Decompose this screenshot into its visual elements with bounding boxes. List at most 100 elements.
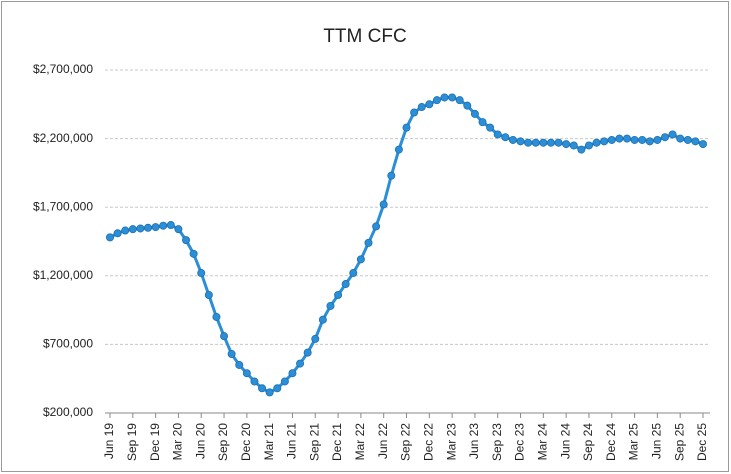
y-tick-label: $200,000 (43, 405, 93, 419)
data-point (524, 138, 533, 147)
x-tick-label: Jun 20 (193, 423, 207, 459)
data-point (699, 140, 708, 149)
y-tick-label: $700,000 (43, 337, 93, 351)
y-tick-label: $1,200,000 (33, 268, 93, 282)
data-point (402, 123, 411, 132)
x-tick-label: Dec 25 (695, 423, 709, 461)
data-point (250, 377, 259, 386)
data-point (584, 141, 593, 150)
data-point (280, 377, 289, 386)
x-tick-label: Jun 25 (650, 423, 664, 459)
data-point (622, 134, 631, 143)
data-point (113, 229, 122, 238)
data-point (311, 334, 320, 343)
x-tick-label: Jun 24 (558, 423, 572, 459)
data-point (463, 101, 472, 110)
data-point (227, 350, 236, 359)
data-point (394, 145, 403, 154)
data-point (197, 269, 206, 278)
data-point (683, 135, 692, 144)
data-point (151, 223, 160, 232)
data-point (691, 137, 700, 146)
data-point (440, 93, 449, 102)
data-point (189, 249, 198, 258)
x-tick-label: Dec 23 (513, 423, 527, 461)
data-point (242, 369, 251, 378)
data-point (676, 134, 685, 143)
data-point (349, 269, 358, 278)
x-tick-label: Jun 22 (376, 423, 390, 459)
data-point (554, 138, 563, 147)
data-point (128, 225, 137, 234)
data-point (265, 388, 274, 397)
data-point (501, 133, 510, 142)
data-point (448, 93, 457, 102)
x-tick-label: Sep 25 (672, 423, 686, 461)
x-tick-label: Mar 24 (536, 423, 550, 461)
data-point (334, 291, 343, 300)
data-point (660, 133, 669, 142)
data-point (258, 384, 267, 393)
x-tick-label: Dec 19 (148, 423, 162, 461)
data-point (166, 221, 175, 230)
data-point (174, 225, 183, 234)
chart-title: TTM CFC (323, 26, 406, 47)
data-point (562, 140, 571, 149)
y-tick-label: $2,700,000 (33, 62, 93, 76)
data-point (387, 171, 396, 180)
data-point (204, 291, 213, 300)
data-point (516, 137, 525, 146)
data-point (577, 145, 586, 154)
data-point (326, 301, 335, 310)
data-point (273, 384, 282, 393)
data-point (296, 359, 305, 368)
data-point (144, 223, 153, 232)
x-tick-label: Dec 20 (239, 423, 253, 461)
x-tick-label: Sep 24 (581, 423, 595, 461)
x-tick-label: Jun 19 (102, 423, 116, 459)
x-tick-label: Sep 23 (490, 423, 504, 461)
data-point (600, 137, 609, 146)
data-point (486, 123, 495, 132)
data-point (607, 135, 616, 144)
data-point (668, 130, 677, 139)
data-point (615, 134, 624, 143)
x-tick-label: Dec 21 (330, 423, 344, 461)
data-point (303, 348, 312, 357)
data-point (235, 360, 244, 369)
y-tick-label: $1,700,000 (33, 199, 93, 213)
data-point (106, 233, 115, 242)
data-point (379, 200, 388, 209)
x-tick-label: Sep 21 (307, 423, 321, 461)
data-point (288, 369, 297, 378)
data-point (212, 312, 221, 321)
data-point (638, 135, 647, 144)
data-point (159, 221, 168, 230)
x-tick-label: Mar 21 (262, 423, 276, 461)
x-tick-label: Mar 20 (171, 423, 185, 461)
x-tick-label: Sep 19 (125, 423, 139, 461)
x-tick-label: Jun 23 (467, 423, 481, 459)
data-point (508, 135, 517, 144)
y-tick-label: $2,200,000 (33, 131, 93, 145)
x-tick-label: Sep 22 (399, 423, 413, 461)
data-point (220, 332, 229, 341)
data-point (630, 135, 639, 144)
x-tick-label: Mar 23 (444, 423, 458, 461)
data-point (182, 236, 191, 245)
data-point (539, 138, 548, 147)
data-point (364, 238, 373, 247)
data-point (417, 103, 426, 112)
x-tick-label: Mar 22 (353, 423, 367, 461)
data-point (356, 255, 365, 264)
data-point (121, 226, 130, 235)
data-point (470, 109, 479, 118)
x-tick-label: Dec 24 (604, 423, 618, 461)
data-point (372, 222, 381, 231)
data-point (136, 224, 145, 233)
data-point (478, 118, 487, 127)
data-point (410, 108, 419, 117)
data-point (455, 96, 464, 105)
